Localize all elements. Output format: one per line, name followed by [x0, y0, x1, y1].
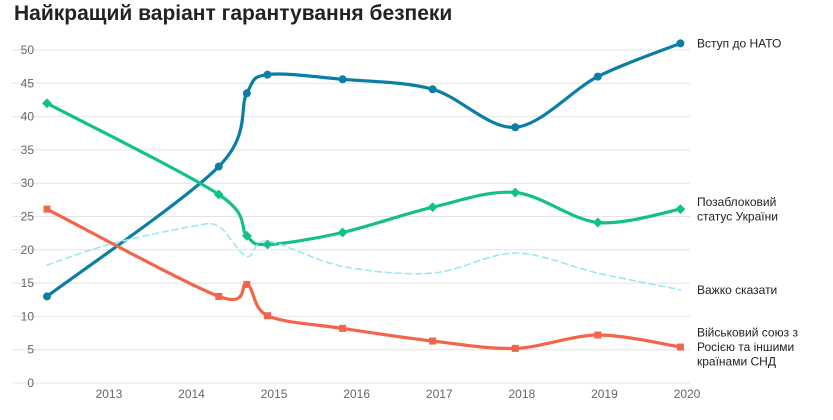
data-point-s2-8	[592, 217, 603, 228]
data-point-s1-6	[428, 85, 437, 94]
series-line-3	[46, 222, 682, 291]
x-tick-label-2016: 2016	[343, 387, 370, 401]
y-tick-label-15: 15	[21, 276, 35, 290]
data-point-s2-3	[241, 230, 252, 241]
y-tick-label-0: 0	[27, 376, 34, 390]
data-point-s4-2	[215, 292, 223, 300]
data-point-s4-4	[263, 312, 271, 320]
series-line-2	[45, 101, 682, 247]
y-tick-label-45: 45	[21, 76, 35, 90]
x-tick-label-2015: 2015	[261, 387, 288, 401]
series-label-4-line-2: Росією та іншими	[697, 340, 794, 354]
series-label-4-line-1: Військовий союз з	[697, 326, 798, 340]
data-point-s4-9	[676, 343, 684, 351]
series-label-2-line-1: Позаблоковий	[697, 195, 776, 209]
series-label-1-line-1: Вступ до НАТО	[697, 36, 781, 50]
x-tick-label-2020: 2020	[674, 387, 701, 401]
data-point-s2-5	[337, 227, 348, 238]
y-tick-label-25: 25	[21, 210, 35, 224]
data-point-s1-9	[676, 39, 685, 48]
data-point-s4-1	[43, 205, 51, 213]
series-line-4	[45, 207, 682, 351]
data-point-s1-4	[263, 70, 272, 79]
y-tick-label-30: 30	[21, 176, 35, 190]
y-tick-label-5: 5	[27, 343, 34, 357]
y-tick-label-35: 35	[21, 143, 35, 157]
x-tick-label-2018: 2018	[508, 387, 535, 401]
data-point-s4-6	[429, 337, 437, 345]
chart-title: Найкращий варіант гарантування безпеки	[14, 2, 453, 25]
series-label-4-line-3: країнами СНД	[697, 355, 776, 369]
data-point-s4-8	[594, 331, 602, 339]
series-label-3-line-1: Важко сказати	[697, 283, 777, 297]
data-point-s1-7	[511, 123, 520, 132]
series-label-2-line-2: статус України	[697, 209, 778, 223]
x-tick-label-2019: 2019	[591, 387, 618, 401]
data-point-s1-1	[43, 292, 51, 301]
y-tick-label-20: 20	[21, 243, 35, 257]
data-point-s1-3	[242, 89, 251, 98]
x-tick-label-2017: 2017	[426, 387, 453, 401]
data-point-s1-5	[338, 75, 347, 84]
data-point-s4-7	[511, 344, 519, 352]
data-point-s2-7	[510, 187, 521, 198]
y-tick-label-40: 40	[21, 110, 35, 124]
data-point-s1-2	[214, 162, 223, 171]
data-point-s2-1	[42, 98, 52, 109]
data-point-s2-6	[427, 202, 438, 213]
y-tick-label-50: 50	[21, 43, 35, 57]
y-tick-label-10: 10	[21, 309, 35, 323]
x-tick-label-2013: 2013	[96, 387, 123, 401]
data-point-s2-2	[213, 189, 224, 200]
data-point-s4-5	[339, 324, 347, 332]
data-point-s1-8	[593, 72, 602, 81]
x-tick-label-2014: 2014	[178, 387, 205, 401]
data-point-s2-9	[675, 204, 686, 215]
data-point-s4-3	[243, 280, 251, 288]
